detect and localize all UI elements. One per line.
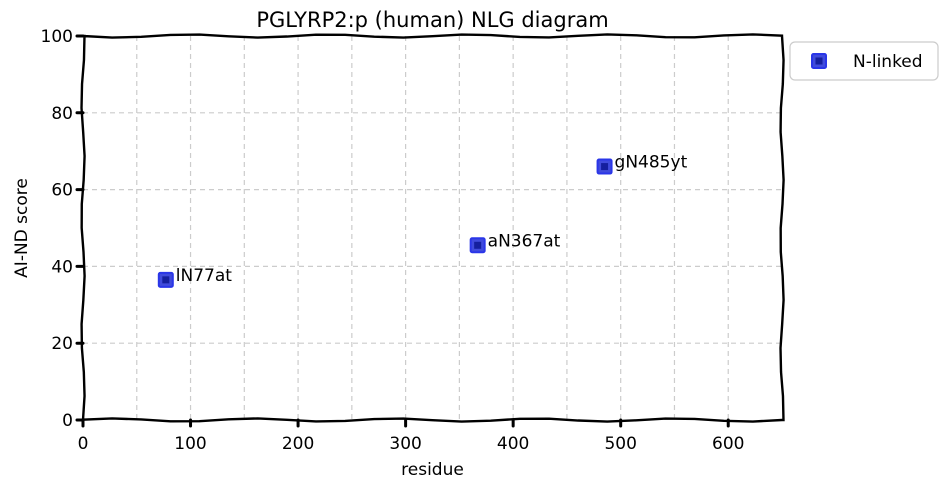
grid-lines	[83, 36, 782, 420]
x-tick-label: 100	[174, 434, 206, 454]
x-tick-label: 600	[712, 434, 744, 454]
x-tick-label: 200	[282, 434, 314, 454]
scatter-point-core	[162, 276, 170, 284]
legend: N-linked	[789, 41, 939, 81]
x-tick-label: 400	[497, 434, 529, 454]
chart-title: PGLYRP2:p (human) NLG diagram	[256, 8, 608, 32]
point-label: aN367at	[488, 231, 561, 251]
data-points: lN77at aN367at gN485yt	[157, 153, 688, 288]
y-tick-label: 80	[51, 104, 73, 124]
x-tick-label: 0	[78, 434, 89, 454]
axis-ticks	[75, 34, 730, 428]
y-axis-label: AI-ND score	[12, 178, 32, 278]
x-tick-label: 300	[389, 434, 421, 454]
legend-marker-core	[815, 57, 823, 65]
y-tick-label: 60	[51, 181, 73, 201]
plot-frame	[80, 33, 785, 423]
y-tick-label: 20	[51, 334, 73, 354]
tick-labels: 0 100 200 300 400 500 600 0 20 40 60 80 100	[41, 27, 745, 454]
scatter-point-core	[474, 241, 482, 249]
point-label: gN485yt	[615, 153, 688, 173]
legend-label-n-linked: N-linked	[853, 52, 923, 72]
legend-box	[789, 41, 939, 81]
y-tick-label: 40	[51, 257, 73, 277]
x-axis-label: residue	[401, 460, 464, 480]
y-tick-label: 0	[62, 411, 73, 431]
x-tick-label: 500	[604, 434, 636, 454]
scatter-point-core	[601, 163, 609, 171]
point-label: lN77at	[176, 266, 232, 286]
y-tick-label: 100	[41, 27, 73, 47]
